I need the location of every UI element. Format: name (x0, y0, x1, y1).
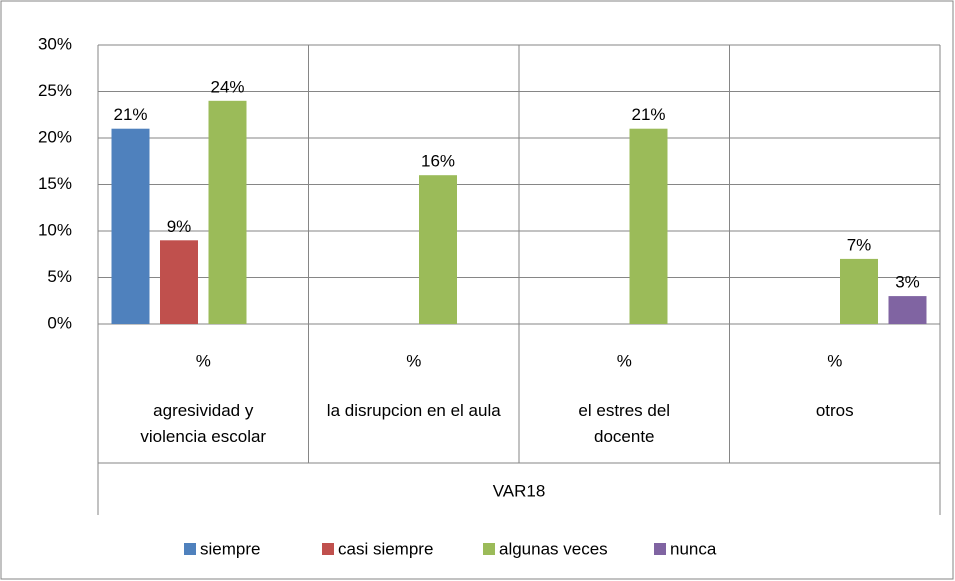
legend-swatch (483, 543, 495, 555)
data-label: 7% (847, 235, 872, 254)
y-tick-label: 30% (38, 34, 72, 53)
axis-group-label: VAR18 (493, 481, 546, 500)
bar (111, 128, 150, 324)
y-tick-label: 5% (47, 267, 72, 286)
category-group-label: el estres del docente (578, 401, 671, 446)
bar (208, 100, 247, 324)
bar (419, 175, 457, 324)
data-label: 21% (113, 105, 147, 124)
legend-swatch (654, 543, 666, 555)
y-tick-label: 15% (38, 174, 72, 193)
bar (160, 240, 198, 324)
bar (629, 128, 668, 324)
data-label: 21% (631, 105, 665, 124)
data-label: 9% (167, 217, 192, 236)
category-group-label: la disrupcion en el aula (326, 401, 501, 420)
x-tick-label: % (827, 351, 842, 370)
x-tick-label: % (196, 351, 211, 370)
x-tick-label: % (406, 351, 421, 370)
bar (840, 258, 878, 324)
bar (888, 296, 927, 324)
data-label: 16% (421, 152, 455, 171)
category-group-label: otros (815, 401, 854, 420)
legend-swatch (184, 543, 196, 555)
y-tick-label: 10% (38, 220, 72, 239)
legend-label: nunca (670, 539, 717, 558)
legend-label: algunas veces (499, 539, 608, 558)
y-tick-label: 0% (47, 313, 72, 332)
legend-label: casi siempre (338, 539, 433, 558)
category-group-label: agresividad y violencia escolar (140, 401, 267, 446)
legend-swatch (322, 543, 334, 555)
y-tick-label: 20% (38, 127, 72, 146)
data-label: 24% (210, 77, 244, 96)
data-label: 3% (895, 273, 920, 292)
x-tick-label: % (617, 351, 632, 370)
legend-label: siempre (200, 539, 260, 558)
y-tick-label: 25% (38, 81, 72, 100)
